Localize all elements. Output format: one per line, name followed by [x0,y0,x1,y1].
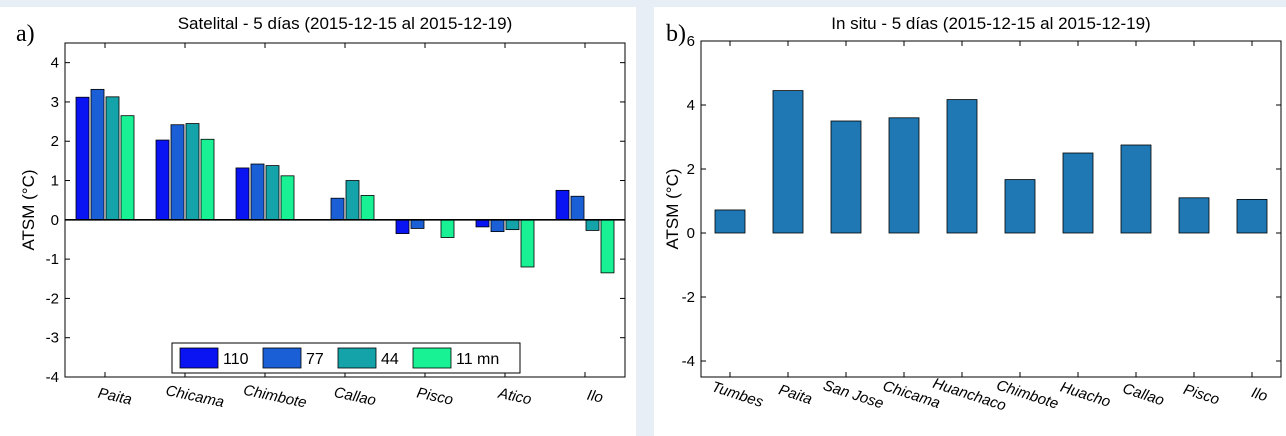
bar-77-callao [330,197,345,221]
x-tick-label: Paita [776,381,814,408]
x-tick-label: Chimbote [242,382,308,412]
y-tick-label: 2 [51,133,59,150]
bar-11 mn-chicama [200,138,215,221]
y-tick-label: -4 [682,353,695,370]
plot-frame [64,42,626,378]
x-tick-label: Chicama [164,382,225,411]
plot-frame [700,40,1282,378]
y-tick-label: -2 [46,290,59,307]
bar-value-huanchaco [946,99,978,234]
y-tick-label: 1 [51,173,59,190]
bar-110-paita [75,96,90,221]
bar-77-ilo [570,195,585,221]
bar-value-callao [1120,144,1152,234]
panel-letter: a) [16,21,35,47]
bar-value-san-jose [830,120,862,234]
bar-44-ilo [585,219,600,231]
bar-44-paita [105,96,120,221]
y-tick-label: 0 [51,212,59,229]
chart-title: In situ - 5 días (2015-12-15 al 2015-12-… [831,14,1150,33]
legend-label: 110 [223,351,249,368]
bar-110-atico [475,219,490,228]
bar-value-chimbote [1004,179,1036,234]
bar-77-paita [90,88,105,221]
bar-77-chimbote [250,163,265,221]
y-tick-label: 0 [687,225,695,242]
legend-swatch-110 [179,347,219,369]
bar-44-chicama [185,123,200,221]
bar-11 mn-pisco [440,219,455,238]
bar-44-atico [505,219,520,231]
y-tick-label: 2 [687,161,695,178]
legend-label: 11 mn [456,351,499,368]
bar-110-pisco [395,219,410,234]
panel-b: b) In situ - 5 días (2015-12-15 al 2015-1… [654,7,1286,436]
bar-value-ilo [1236,198,1268,234]
x-tick-label: Ilo [585,387,604,407]
bar-77-pisco [410,219,425,229]
bar-44-callao [345,180,360,221]
legend-swatch-11-mn [412,347,452,369]
x-tick-label: Callao [1121,380,1167,409]
bar-value-tumbes [714,209,746,234]
y-axis-label: ATSM (°C) [19,169,38,250]
x-tick-label: Huacho [1058,379,1112,411]
bar-11 mn-callao [360,195,375,221]
chart-satelital: a) Satelital - 5 días (2015-12-15 al 2015… [16,14,626,412]
y-tick-label: 4 [687,97,695,114]
x-tick-label: Paita [96,385,133,409]
chart-title: Satelital - 5 días (2015-12-15 al 2015-1… [178,14,513,33]
x-tick-label: Huanchaco [931,375,1008,415]
x-tick-label: Callao [332,384,377,409]
bar-110-chicama [155,139,170,221]
legend-label: 77 [306,351,324,368]
x-tick-label: San Jose [821,377,886,412]
bar-value-pisco [1178,197,1210,234]
bar-110-ilo [555,189,570,221]
bar-value-huacho [1062,152,1094,234]
bar-value-paita [772,90,804,234]
y-tick-label: 6 [687,33,695,50]
panel-a: a) Satelital - 5 días (2015-12-15 al 2015… [0,7,636,436]
y-tick-label: 4 [51,55,59,72]
x-tick-label: Ilo [1249,384,1269,405]
bar-44-chimbote [265,165,280,221]
bar-11 mn-ilo [600,219,615,274]
bar-110-chimbote [235,167,250,221]
legend-label: 44 [381,351,399,368]
x-tick-label: Pisco [1181,381,1221,409]
y-tick-label: -1 [46,251,59,268]
bar-77-chicama [170,124,185,221]
y-tick-label: -2 [682,289,695,306]
x-tick-label: Tumbes [710,378,766,411]
y-axis-label: ATSM (°C) [663,168,682,249]
y-tick-label: 3 [51,94,59,111]
panel-letter: b) [666,21,686,47]
x-tick-label: Atico [496,385,533,409]
bar-value-chicama [888,117,920,234]
chart-in-situ: b) In situ - 5 días (2015-12-15 al 2015-1… [663,14,1282,415]
bar-77-atico [490,219,505,233]
legend-swatch-44 [337,347,377,369]
bar-11 mn-paita [120,115,135,221]
bar-11 mn-chimbote [280,175,295,221]
legend-swatch-77 [262,347,302,369]
y-tick-label: -3 [46,330,59,347]
bar-11 mn-atico [520,219,535,268]
x-tick-label: Pisco [415,384,454,408]
y-tick-label: -4 [46,369,59,386]
